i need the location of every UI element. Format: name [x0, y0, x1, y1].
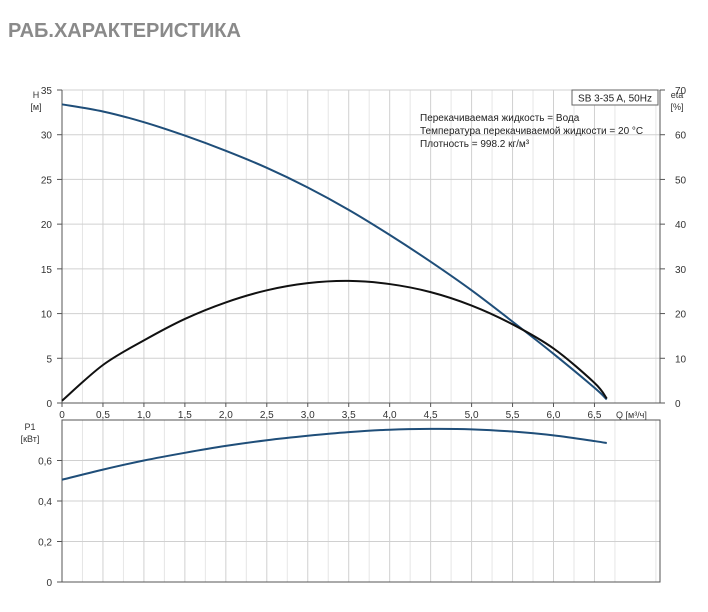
perf-right-tick-label: 30: [675, 265, 687, 276]
p1-axis-unit: [кВт]: [21, 434, 40, 444]
perf-x-tick-label: 6,5: [588, 410, 602, 421]
perf-left-tick-label: 35: [41, 86, 53, 97]
perf-x-tick-label: 2,0: [219, 410, 233, 421]
p1-axis-label: P1: [24, 422, 35, 432]
perf-right-tick-label: 20: [675, 310, 687, 321]
perf-x-tick-label: 6,0: [547, 410, 561, 421]
perf-x-tick-label: 2,5: [260, 410, 274, 421]
x-axis-label: Q [м³/ч]: [616, 410, 647, 420]
perf-x-tick-label: 0,5: [96, 410, 110, 421]
h-axis-unit: [м]: [30, 102, 41, 112]
perf-right-tick-label: 60: [675, 131, 687, 142]
power-tick-label: 0,4: [38, 497, 52, 508]
perf-left-tick-label: 30: [41, 131, 53, 142]
eta-axis-label: eta: [671, 90, 684, 100]
perf-right-tick-label: 40: [675, 220, 687, 231]
page-title: РАБ.ХАРАКТЕРИСТИКА: [8, 20, 241, 42]
perf-x-tick-label: 5,0: [465, 410, 479, 421]
power-tick-label: 0: [46, 578, 52, 589]
perf-left-tick-label: 25: [41, 175, 53, 186]
fluid-note-3: Плотность = 998.2 кг/м³: [420, 139, 530, 150]
perf-right-tick-label: 70: [675, 86, 687, 97]
power-tick-label: 0,6: [38, 457, 52, 468]
h-axis-label: H: [33, 90, 40, 100]
perf-x-tick-label: 3,0: [301, 410, 315, 421]
perf-right-tick-label: 50: [675, 175, 687, 186]
perf-x-tick-label: 5,5: [506, 410, 520, 421]
perf-x-tick-label: 3,5: [342, 410, 356, 421]
perf-right-tick-label: 10: [675, 354, 687, 365]
head-curve: [61, 103, 608, 401]
perf-x-tick-label: 4,0: [383, 410, 397, 421]
power-curve: [61, 427, 607, 481]
perf-left-tick-label: 10: [41, 310, 53, 321]
perf-x-tick-label: 1,5: [178, 410, 192, 421]
pump-label: SB 3-35 A, 50Hz: [578, 94, 652, 105]
eta-axis-unit: [%]: [670, 102, 683, 112]
perf-left-tick-label: 15: [41, 265, 53, 276]
perf-x-tick-label: 1,0: [137, 410, 151, 421]
perf-left-tick-label: 20: [41, 220, 53, 231]
power-tick-label: 0,2: [38, 538, 52, 549]
perf-left-tick-label: 5: [46, 354, 52, 365]
perf-right-tick-label: 0: [675, 399, 681, 410]
efficiency-curve: [61, 279, 608, 402]
perf-left-tick-label: 0: [46, 399, 52, 410]
perf-x-tick-label: 0: [59, 410, 65, 421]
fluid-note-1: Перекачиваемая жидкость = Вода: [420, 113, 580, 124]
fluid-note-2: Температура перекачиваемой жидкости = 20…: [420, 126, 643, 137]
perf-x-tick-label: 4,5: [424, 410, 438, 421]
pump-label-box: [571, 89, 659, 106]
